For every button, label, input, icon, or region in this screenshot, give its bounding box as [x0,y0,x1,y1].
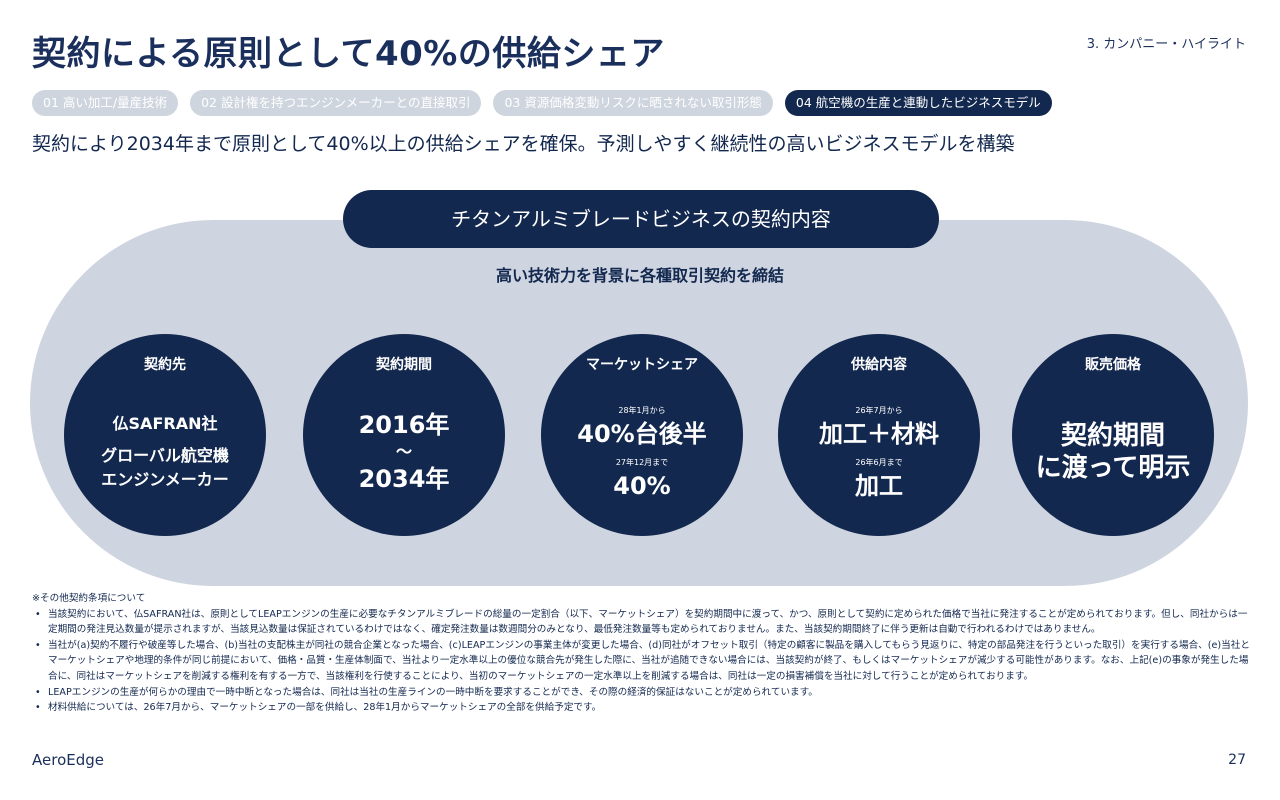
list-item: 当該契約において、仏SAFRAN社は、原則としてLEAPエンジンの生産に必要なチ… [32,607,1252,638]
notes-heading: ※その他契約条項について [32,593,146,604]
circle-heading: 契約先 [144,357,186,373]
band-title: チタンアルミブレードビジネスの契約内容 [343,190,939,248]
tab-04-active[interactable]: 04 航空機の生産と連動したビジネスモデル [784,90,1052,116]
price-line-1: 契約期間 [1060,421,1165,451]
contract-notes: ※その他契約条項について 当該契約において、仏SAFRAN社は、原則としてLEA… [32,591,1252,716]
period-start: 2016年 [358,411,450,439]
circle-heading: 販売価格 [1085,357,1141,373]
list-item: 当社が(a)契約不履行や破産等した場合、(b)当社の支配株主が同社の競合企業とな… [32,638,1252,685]
subtitle: 契約により2034年まで原則として40%以上の供給シェアを確保。予測しやすく継続… [32,133,1015,155]
circle-price: 販売価格 契約期間 に渡って明示 [1012,334,1214,536]
page-number: 27 [1228,752,1246,768]
section-label: 3. カンパニー・ハイライト [1086,37,1246,52]
circle-heading: 供給内容 [851,357,907,373]
supply-value-1: 加工＋材料 [819,420,939,448]
period-end: 2034年 [358,465,450,493]
notes-list: 当該契約において、仏SAFRAN社は、原則としてLEAPエンジンの生産に必要なチ… [32,607,1252,716]
tab-03[interactable]: 03 資源価格変動リスクに晒されない取引形態 [493,90,773,116]
share-note-2: 27年12月まで [615,458,669,467]
supply-note-1: 26年7月から [855,406,903,415]
page-title: 契約による原則として40%の供給シェア [32,34,665,74]
circle-supply: 供給内容 26年7月から 加工＋材料 26年6月まで 加工 [778,334,980,536]
circle-market-share: マーケットシェア 28年1月から 40%台後半 27年12月まで 40% [541,334,743,536]
supply-note-2: 26年6月まで [855,458,903,467]
partner-desc-1: グローバル航空機 [101,446,229,465]
tab-01[interactable]: 01 高い加工/量産技術 [32,90,179,116]
list-item: LEAPエンジンの生産が何らかの理由で一時中断となった場合は、同社は当社の生産ラ… [32,685,1252,701]
share-value-1: 40%台後半 [577,420,707,448]
brand-logo: AeroEdge [32,751,104,769]
topic-tabs: 01 高い加工/量産技術 02 設計権を持つエンジンメーカーとの直接取引 03 … [32,90,1052,116]
tab-02[interactable]: 02 設計権を持つエンジンメーカーとの直接取引 [190,90,482,116]
band-subtitle: 高い技術力を背景に各種取引契約を締結 [495,266,784,285]
price-line-2: に渡って明示 [1035,453,1191,483]
list-item: 材料供給については、26年7月から、マーケットシェアの一部を供給し、28年1月か… [32,700,1252,716]
partner-name: 仏SAFRAN社 [112,414,218,433]
circle-heading: 契約期間 [376,357,432,373]
circle-heading: マーケットシェア [586,357,698,373]
supply-value-2: 加工 [855,472,903,500]
circle-period: 契約期間 2016年 ～ 2034年 [303,334,505,536]
share-value-2: 40% [613,472,671,500]
period-tilde: ～ [395,442,412,461]
circle-partner: 契約先 仏SAFRAN社 グローバル航空機 エンジンメーカー [64,334,266,536]
share-note-1: 28年1月から [618,406,666,415]
partner-desc-2: エンジンメーカー [101,470,229,489]
